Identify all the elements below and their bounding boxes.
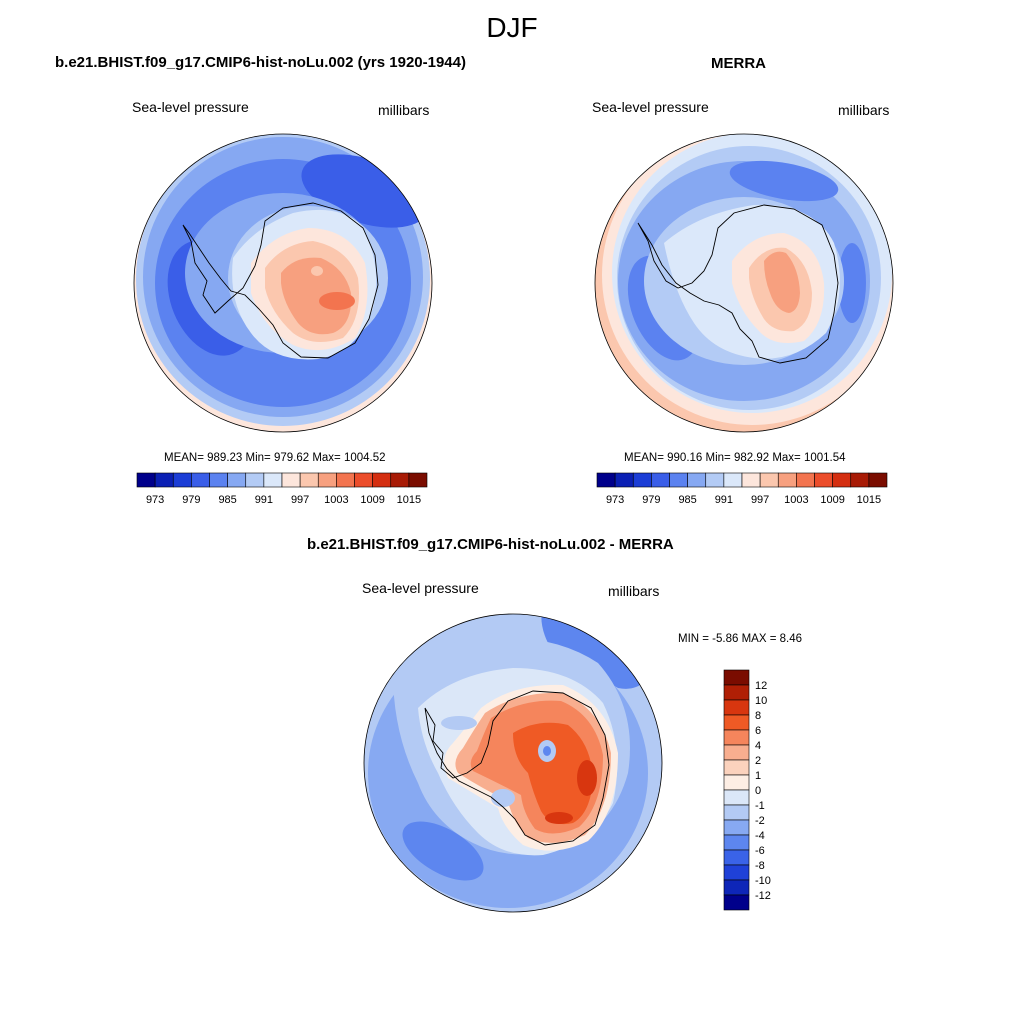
colorbar-swatch: [408, 472, 428, 488]
colorbar-swatch: [723, 804, 750, 821]
colorbar-tick-label: 985: [218, 494, 236, 506]
colorbar-swatch: [227, 472, 247, 488]
colorbar-tick-label: -6: [755, 845, 765, 857]
colorbar-swatch: [299, 472, 319, 488]
colorbar-swatch: [759, 472, 779, 488]
panel-3-title: b.e21.BHIST.f09_g17.CMIP6-hist-noLu.002 …: [307, 536, 674, 553]
colorbar-swatch: [796, 472, 815, 488]
colorbar-tick-label: 1: [755, 770, 761, 782]
colorbar-swatch: [705, 472, 725, 488]
colorbar-swatch: [723, 864, 750, 881]
panel-2-polar-map: [594, 133, 894, 433]
colorbar-tick-label: -2: [755, 815, 765, 827]
colorbar-tick-label: 0: [755, 785, 761, 797]
colorbar-tick-label: 979: [182, 494, 200, 506]
colorbar-swatch: [723, 819, 750, 836]
colorbar-swatch: [632, 472, 652, 488]
colorbar-swatch: [191, 472, 210, 488]
colorbar-swatch: [868, 472, 888, 488]
colorbar-swatch: [245, 472, 265, 488]
colorbar-tick-label: 1015: [857, 494, 881, 506]
colorbar-swatch: [777, 472, 797, 488]
colorbar-swatch: [281, 472, 301, 488]
colorbar-tick-label: 979: [642, 494, 660, 506]
colorbar-swatch: [136, 472, 156, 488]
colorbar-tick-label: 2: [755, 755, 761, 767]
colorbar-tick-label: -8: [755, 860, 765, 872]
colorbar-tick-label: 997: [751, 494, 769, 506]
colorbar-swatch: [723, 729, 750, 746]
panel-1-stats: MEAN= 989.23 Min= 979.62 Max= 1004.52: [164, 452, 386, 464]
colorbar-swatch: [687, 472, 707, 488]
colorbar-tick-label: 1003: [784, 494, 808, 506]
colorbar-swatch: [723, 684, 750, 701]
panel-2-title: MERRA: [711, 55, 766, 72]
colorbar-tick-label: -1: [755, 800, 765, 812]
colorbar-swatch: [651, 472, 670, 488]
colorbar-swatch: [723, 834, 750, 851]
panel-2-colorbar: 973 979 985 991 997 1003 1009 1015: [596, 472, 888, 506]
panel-3-stats: MIN = -5.86 MAX = 8.46: [678, 633, 803, 645]
colorbar-swatch: [723, 789, 750, 806]
colorbar-tick-label: 12: [755, 680, 767, 692]
panel-2-units-label: millibars: [838, 102, 890, 118]
colorbar-swatch: [723, 699, 750, 716]
panel-1-colorbar: 973 979 985 991 997 1003 1009 1015: [136, 472, 428, 506]
colorbar-tick-label: 997: [291, 494, 309, 506]
colorbar-tick-label: 985: [678, 494, 696, 506]
colorbar-tick-label: 991: [715, 494, 733, 506]
panel-1-variable-label: Sea-level pressure: [132, 99, 249, 115]
panel-2-variable-label: Sea-level pressure: [592, 99, 709, 115]
colorbar-tick-label: -4: [755, 830, 765, 842]
colorbar-tick-label: 8: [755, 710, 761, 722]
colorbar-tick-label: -12: [755, 890, 771, 902]
main-title: DJF: [486, 12, 538, 43]
colorbar-swatch: [723, 744, 750, 761]
colorbar-swatch: [614, 472, 634, 488]
colorbar-swatch: [372, 472, 392, 488]
panel-3-variable-label: Sea-level pressure: [362, 580, 479, 596]
colorbar-tick-label: 6: [755, 725, 761, 737]
colorbar-tick-label: 1015: [397, 494, 421, 506]
colorbar-swatch: [317, 472, 337, 488]
colorbar-swatch: [723, 759, 750, 776]
colorbar-swatch: [172, 472, 192, 488]
colorbar-swatch: [723, 669, 750, 686]
colorbar-swatch: [832, 472, 852, 488]
colorbar-tick-label: 991: [255, 494, 273, 506]
colorbar-swatch: [336, 472, 355, 488]
colorbar-tick-label: -10: [755, 875, 771, 887]
colorbar-swatch: [723, 879, 750, 896]
colorbar-swatch: [723, 472, 743, 488]
colorbar-swatch: [154, 472, 174, 488]
colorbar-tick-label: 1009: [820, 494, 844, 506]
colorbar-tick-label: 10: [755, 695, 767, 707]
colorbar-swatch: [669, 472, 688, 488]
panel-1-units-label: millibars: [378, 102, 430, 118]
colorbar-tick-label: 4: [755, 740, 761, 752]
colorbar-swatch: [741, 472, 761, 488]
panel-3-polar-map: [363, 613, 663, 913]
colorbar-tick-label: 1003: [324, 494, 348, 506]
colorbar-swatch: [354, 472, 373, 488]
colorbar-swatch: [723, 714, 750, 731]
colorbar-swatch: [209, 472, 228, 488]
colorbar-swatch: [263, 472, 283, 488]
colorbar-tick-label: 1009: [360, 494, 384, 506]
panel-1-title: b.e21.BHIST.f09_g17.CMIP6-hist-noLu.002 …: [55, 54, 466, 71]
colorbar-tick-label: 973: [606, 494, 624, 506]
colorbar-tick-label: 973: [146, 494, 164, 506]
colorbar-swatch: [814, 472, 833, 488]
panel-1-polar-map: [133, 133, 433, 433]
colorbar-swatch: [723, 849, 750, 866]
colorbar-swatch: [723, 894, 750, 911]
colorbar-swatch: [850, 472, 870, 488]
colorbar-swatch: [596, 472, 616, 488]
panel-3-units-label: millibars: [608, 583, 660, 599]
panel-2-stats: MEAN= 990.16 Min= 982.92 Max= 1001.54: [624, 452, 846, 464]
colorbar-swatch: [390, 472, 410, 488]
colorbar-swatch: [723, 774, 750, 791]
